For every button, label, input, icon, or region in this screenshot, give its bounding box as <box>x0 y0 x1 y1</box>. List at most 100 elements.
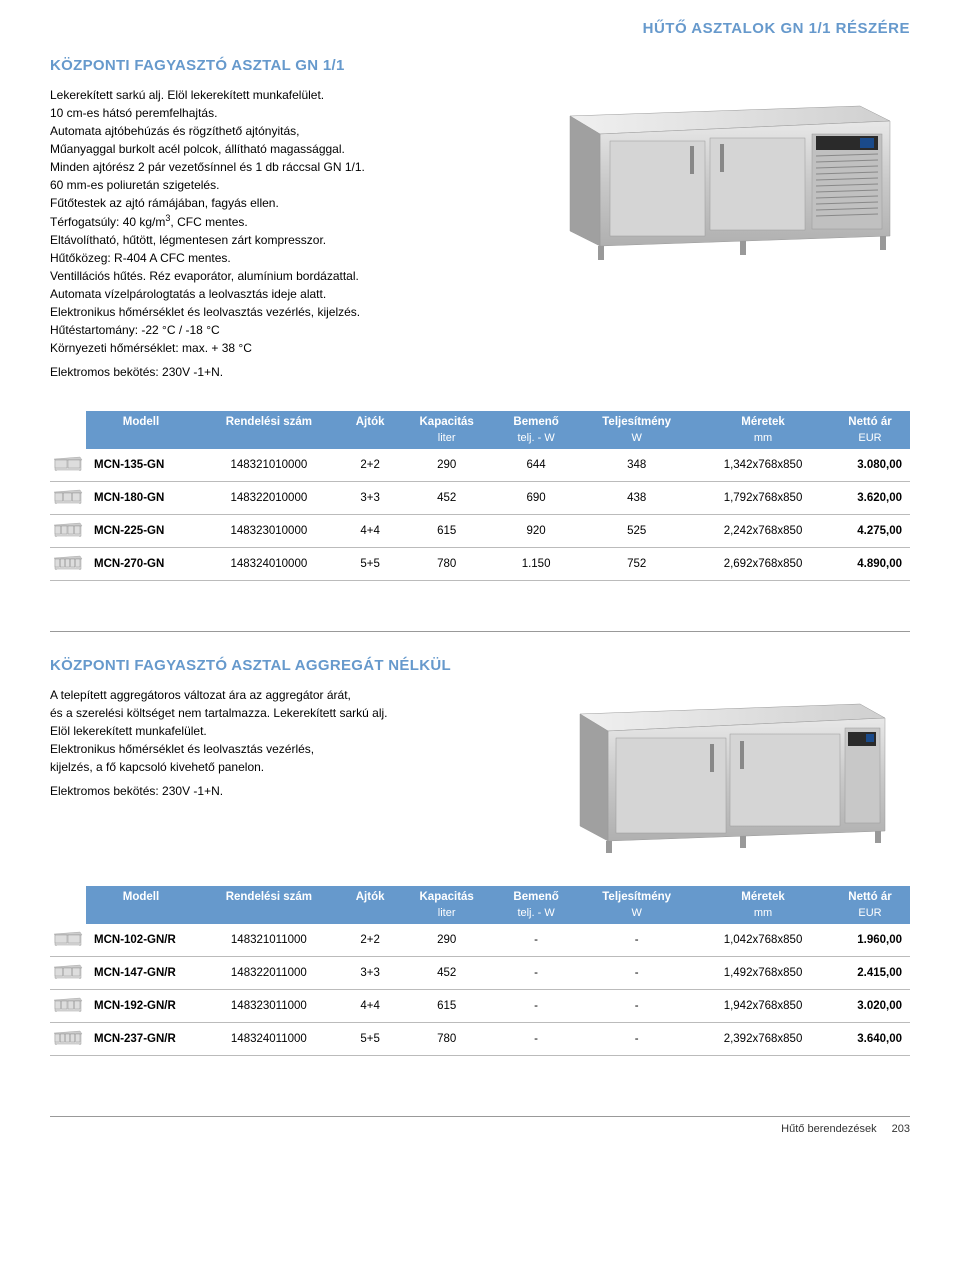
section1-description: Lekerekített sarkú alj. Elöl lekerekítet… <box>50 86 530 381</box>
col-subheader: mm <box>696 905 830 924</box>
col-subheader <box>196 430 342 449</box>
desc-line: Térfogatsúly: 40 kg/m3, CFC mentes. <box>50 212 530 231</box>
col-header: Modell <box>86 411 196 430</box>
col-header: Bemenő <box>495 411 577 430</box>
cell-order: 148321011000 <box>196 924 342 957</box>
cell-order: 148324011000 <box>196 1023 342 1056</box>
cell-dims: 2,692x768x850 <box>696 548 830 581</box>
desc-line: Lekerekített sarkú alj. Elöl lekerekítet… <box>50 86 530 104</box>
cell-dims: 1,792x768x850 <box>696 482 830 515</box>
cell-capacity: 452 <box>399 482 495 515</box>
row-thumb <box>50 449 86 482</box>
product-image-1 <box>560 86 900 266</box>
cell-power: 525 <box>577 515 696 548</box>
section1-content: Lekerekített sarkú alj. Elöl lekerekítet… <box>50 86 910 381</box>
cell-order: 148323010000 <box>196 515 342 548</box>
col-header: Méretek <box>696 411 830 430</box>
cell-price: 3.080,00 <box>830 449 910 482</box>
cell-price: 3.620,00 <box>830 482 910 515</box>
cell-capacity: 615 <box>399 515 495 548</box>
desc-line: Elektronikus hőmérséklet és leolvasztás … <box>50 303 530 321</box>
cell-model: MCN-135-GN <box>86 449 196 482</box>
cell-input: - <box>495 957 577 990</box>
section-separator <box>50 631 910 632</box>
col-header: Rendelési szám <box>196 411 342 430</box>
footer-page-number: 203 <box>892 1123 910 1135</box>
table-row: MCN-135-GN1483210100002+22906443481,342x… <box>50 449 910 482</box>
table-row: MCN-102-GN/R1483210110002+2290--1,042x76… <box>50 924 910 957</box>
cell-dims: 1,042x768x850 <box>696 924 830 957</box>
col-header: Ajtók <box>342 886 399 905</box>
page-footer: Hűtő berendezések 203 <box>50 1116 910 1135</box>
section2-description: A telepített aggregátoros változat ára a… <box>50 686 530 856</box>
table-row: MCN-225-GN1483230100004+46159205252,242x… <box>50 515 910 548</box>
cell-power: - <box>577 924 696 957</box>
cell-power: - <box>577 957 696 990</box>
row-thumb <box>50 957 86 990</box>
col-subheader: telj. - W <box>495 430 577 449</box>
cell-capacity: 780 <box>399 548 495 581</box>
row-thumb <box>50 548 86 581</box>
col-subheader: EUR <box>830 430 910 449</box>
footer-label: Hűtő berendezések <box>781 1123 876 1135</box>
cell-input: 920 <box>495 515 577 548</box>
cell-price: 1.960,00 <box>830 924 910 957</box>
col-header: Modell <box>86 886 196 905</box>
cell-input: - <box>495 990 577 1023</box>
row-thumb <box>50 515 86 548</box>
cell-power: - <box>577 1023 696 1056</box>
cell-capacity: 290 <box>399 449 495 482</box>
desc-line: Környezeti hőmérséklet: max. + 38 °C <box>50 339 530 357</box>
desc-line: Minden ajtórész 2 pár vezetősínnel és 1 … <box>50 158 530 176</box>
col-header: Teljesítmény <box>577 886 696 905</box>
cell-dims: 2,392x768x850 <box>696 1023 830 1056</box>
cell-dims: 1,942x768x850 <box>696 990 830 1023</box>
table-row: MCN-180-GN1483220100003+34526904381,792x… <box>50 482 910 515</box>
cell-price: 4.275,00 <box>830 515 910 548</box>
col-header <box>50 411 86 430</box>
cell-doors: 5+5 <box>342 548 399 581</box>
section1-image-wrap <box>550 86 910 381</box>
cell-input: 690 <box>495 482 577 515</box>
col-subheader <box>50 430 86 449</box>
col-subheader <box>86 430 196 449</box>
cell-price: 4.890,00 <box>830 548 910 581</box>
cell-doors: 2+2 <box>342 449 399 482</box>
col-subheader: W <box>577 905 696 924</box>
desc-line: Automata vízelpárologtatás a leolvasztás… <box>50 285 530 303</box>
cell-model: MCN-180-GN <box>86 482 196 515</box>
desc-line: Elektromos bekötés: 230V -1+N. <box>50 363 530 381</box>
col-subheader <box>342 905 399 924</box>
cell-price: 2.415,00 <box>830 957 910 990</box>
cell-model: MCN-270-GN <box>86 548 196 581</box>
cell-model: MCN-147-GN/R <box>86 957 196 990</box>
cell-capacity: 452 <box>399 957 495 990</box>
desc-line: és a szerelési költséget nem tartalmazza… <box>50 704 530 722</box>
section2-content: A telepített aggregátoros változat ára a… <box>50 686 910 856</box>
cell-price: 3.020,00 <box>830 990 910 1023</box>
col-subheader <box>50 905 86 924</box>
col-subheader <box>342 430 399 449</box>
cell-input: 1.150 <box>495 548 577 581</box>
product-image-2 <box>570 686 890 856</box>
cell-doors: 5+5 <box>342 1023 399 1056</box>
col-subheader: liter <box>399 905 495 924</box>
table-row: MCN-192-GN/R1483230110004+4615--1,942x76… <box>50 990 910 1023</box>
table-row: MCN-147-GN/R1483220110003+3452--1,492x76… <box>50 957 910 990</box>
cell-order: 148322011000 <box>196 957 342 990</box>
cell-order: 148324010000 <box>196 548 342 581</box>
section1-title: KÖZPONTI FAGYASZTÓ ASZTAL GN 1/1 <box>50 57 910 74</box>
desc-line: A telepített aggregátoros változat ára a… <box>50 686 530 704</box>
desc-line: Hűtéstartomány: -22 °C / -18 °C <box>50 321 530 339</box>
cell-power: 348 <box>577 449 696 482</box>
cell-capacity: 290 <box>399 924 495 957</box>
cell-model: MCN-225-GN <box>86 515 196 548</box>
section2-title: KÖZPONTI FAGYASZTÓ ASZTAL AGGREGÁT NÉLKÜ… <box>50 657 910 674</box>
col-header: Nettó ár <box>830 411 910 430</box>
cell-dims: 1,492x768x850 <box>696 957 830 990</box>
col-header: Bemenő <box>495 886 577 905</box>
col-subheader: mm <box>696 430 830 449</box>
cell-input: - <box>495 1023 577 1056</box>
col-subheader: telj. - W <box>495 905 577 924</box>
cell-dims: 1,342x768x850 <box>696 449 830 482</box>
